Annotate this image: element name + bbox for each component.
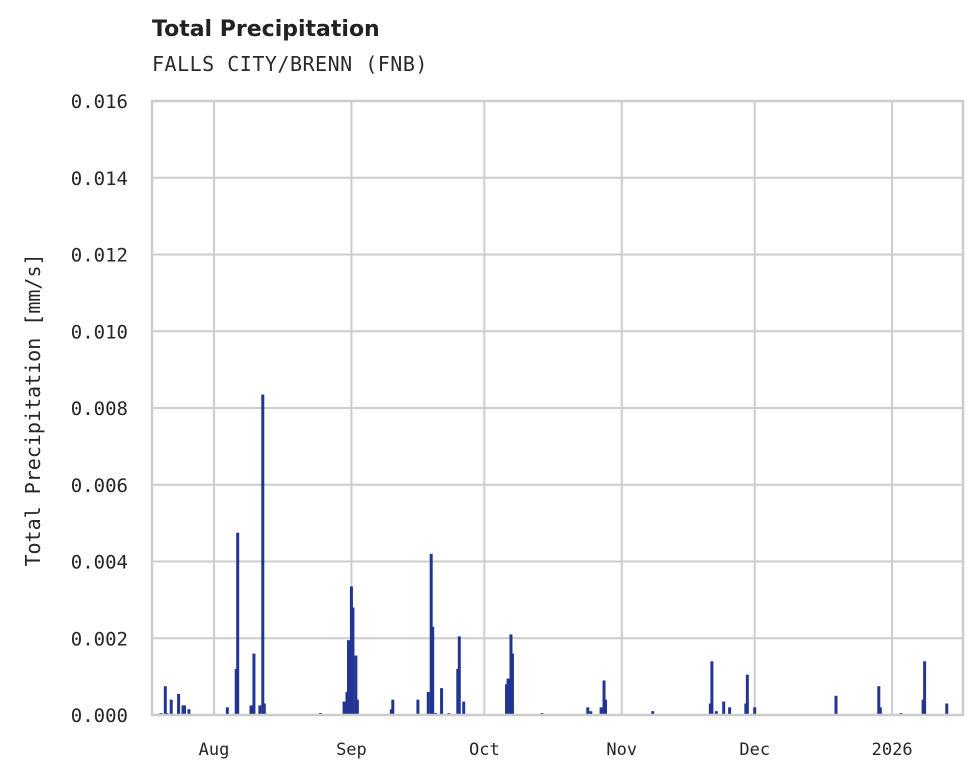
precipitation-bar — [236, 532, 240, 715]
precipitation-bar — [510, 653, 514, 715]
precipitation-bar — [921, 699, 925, 715]
precipitation-bar — [945, 703, 949, 715]
x-axis-ticks: Aug Sep Oct Nov Dec 2026 — [199, 740, 913, 760]
precipitation-bar — [589, 711, 593, 715]
precipitation-bars — [159, 394, 949, 715]
y-tick-label: 0.000 — [71, 705, 128, 727]
x-tick-label: Dec — [739, 740, 770, 760]
precipitation-bar — [599, 707, 603, 715]
precipitation-bar — [346, 640, 350, 715]
y-tick-label: 0.002 — [71, 628, 128, 650]
precipitation-bar — [651, 711, 655, 715]
y-axis-label: Total Precipitation [mm/s] — [21, 253, 45, 566]
precipitation-bar — [234, 668, 238, 715]
precipitation-bar — [391, 699, 395, 715]
precipitation-bar — [249, 705, 253, 715]
precipitation-bar — [506, 678, 510, 715]
precipitation-bar — [834, 695, 838, 715]
precipitation-bar — [708, 703, 712, 715]
precipitation-bar — [416, 699, 420, 715]
precipitation-bar — [262, 703, 266, 715]
precipitation-bar — [456, 668, 460, 715]
precipitation-bar — [877, 686, 881, 715]
x-tick-label: 2026 — [872, 740, 913, 760]
y-tick-label: 0.008 — [71, 398, 128, 420]
precipitation-bar — [177, 693, 181, 715]
precipitation-bar — [728, 707, 732, 715]
y-axis-ticks: 0.000 0.002 0.004 0.006 0.008 0.010 0.012 0.014… — [71, 91, 128, 727]
precipitation-bar — [586, 707, 590, 715]
precipitation-bar — [187, 709, 191, 715]
precipitation-bar — [462, 701, 466, 715]
chart-subtitle: FALLS CITY/BRENN (FNB) — [152, 52, 428, 76]
precipitation-bar — [722, 701, 726, 715]
precipitation-bar — [745, 674, 749, 715]
x-tick-label: Oct — [469, 740, 500, 760]
precipitation-bar — [602, 680, 606, 715]
precipitation-bar — [426, 691, 430, 715]
gridlines — [152, 100, 963, 716]
precipitation-bar — [225, 707, 229, 715]
precipitation-bar — [923, 661, 927, 715]
y-tick-label: 0.006 — [71, 475, 128, 497]
precipitation-bar — [604, 699, 608, 715]
precipitation-bar — [163, 686, 167, 715]
precipitation-bar — [261, 394, 265, 715]
y-tick-label: 0.012 — [71, 245, 128, 267]
y-tick-label: 0.014 — [71, 168, 128, 190]
precipitation-bar — [878, 707, 882, 715]
precipitation-bar — [440, 688, 444, 715]
precipitation-bar — [181, 705, 185, 715]
y-tick-label: 0.016 — [71, 91, 128, 113]
x-tick-label: Nov — [606, 740, 637, 760]
precipitation-bar — [355, 699, 359, 715]
precipitation-bar — [710, 661, 714, 715]
plot-frame — [150, 99, 965, 717]
precipitation-bar — [252, 653, 256, 715]
precipitation-bar — [169, 699, 173, 715]
precipitation-bar — [351, 607, 355, 715]
precipitation-bar — [431, 626, 435, 715]
x-tick-label: Sep — [336, 740, 367, 760]
precipitation-bar — [258, 705, 262, 715]
chart-title: Total Precipitation — [152, 17, 380, 42]
precipitation-bar — [342, 701, 346, 715]
precipitation-bar — [354, 655, 358, 715]
x-tick-label: Aug — [199, 740, 230, 760]
y-tick-label: 0.010 — [71, 321, 128, 343]
y-tick-label: 0.004 — [71, 552, 128, 574]
precipitation-bar — [714, 711, 718, 715]
precipitation-bar — [753, 707, 757, 715]
